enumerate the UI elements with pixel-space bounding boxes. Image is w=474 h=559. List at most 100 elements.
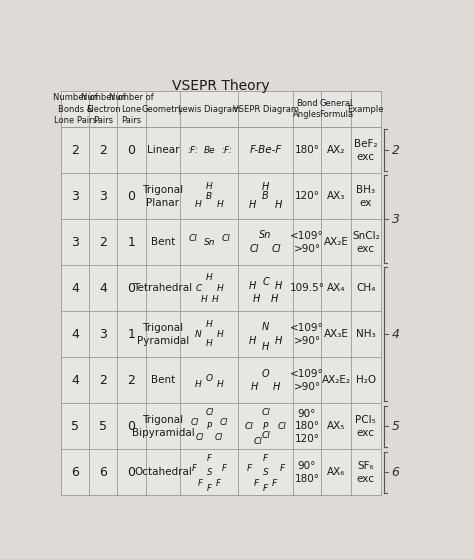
Text: H: H: [195, 380, 201, 389]
Text: General
Formula: General Formula: [319, 99, 353, 119]
Text: F: F: [254, 479, 259, 487]
Text: 1: 1: [128, 328, 136, 341]
Text: 5: 5: [392, 420, 400, 433]
Text: AX₂E₂: AX₂E₂: [321, 375, 350, 385]
Text: 2: 2: [100, 144, 107, 157]
Text: Cl: Cl: [191, 418, 199, 427]
Text: 0: 0: [128, 144, 136, 157]
Text: Trigonal
Planar: Trigonal Planar: [142, 185, 183, 207]
Text: H₂O: H₂O: [356, 375, 376, 385]
Text: 4: 4: [71, 374, 79, 387]
Text: BeF₂
exc: BeF₂ exc: [354, 139, 377, 162]
Text: H: H: [275, 281, 282, 291]
Text: F: F: [280, 463, 285, 472]
Text: H: H: [206, 339, 213, 348]
Text: F: F: [198, 480, 202, 489]
Text: 3: 3: [392, 213, 400, 226]
Text: 3: 3: [71, 236, 79, 249]
Text: 0: 0: [128, 466, 136, 479]
Text: :F:: :F:: [221, 146, 232, 155]
Text: 5: 5: [100, 420, 107, 433]
Text: Cl: Cl: [245, 422, 254, 431]
Text: H: H: [262, 342, 269, 352]
Text: S: S: [263, 468, 268, 477]
Text: H: H: [206, 182, 213, 191]
Text: H: H: [217, 380, 224, 389]
Text: H: H: [249, 281, 256, 291]
Text: 6: 6: [100, 466, 107, 479]
Text: NH₃: NH₃: [356, 329, 375, 339]
Text: H: H: [211, 295, 218, 304]
Text: 90°
180°: 90° 180°: [294, 461, 319, 484]
Text: H: H: [253, 294, 260, 304]
Text: Cl: Cl: [221, 234, 230, 243]
Text: 4: 4: [392, 328, 400, 341]
Text: 2: 2: [100, 236, 107, 249]
Text: SF₆
exc: SF₆ exc: [357, 461, 375, 484]
Text: 3: 3: [71, 190, 79, 203]
Text: O: O: [206, 374, 213, 383]
Text: H: H: [275, 336, 282, 346]
Text: Trigonal
Pyramidal: Trigonal Pyramidal: [137, 323, 189, 345]
Text: 5: 5: [71, 420, 79, 433]
Text: Linear: Linear: [146, 145, 179, 155]
Text: F: F: [246, 463, 252, 472]
Text: AX₂: AX₂: [327, 145, 345, 155]
Text: H: H: [249, 200, 256, 210]
Text: B: B: [262, 191, 269, 201]
Text: Tetrahedral: Tetrahedral: [133, 283, 192, 293]
Text: H: H: [206, 320, 213, 329]
Text: H: H: [249, 336, 256, 346]
Text: Cl: Cl: [205, 408, 213, 416]
Text: O: O: [262, 369, 269, 379]
Text: 6: 6: [71, 466, 79, 479]
Text: 0: 0: [128, 190, 136, 203]
Text: Cl: Cl: [261, 408, 270, 416]
Text: Be: Be: [203, 146, 215, 155]
Text: Cl: Cl: [250, 244, 259, 254]
Text: 4: 4: [100, 282, 107, 295]
Text: 2: 2: [128, 374, 136, 387]
Text: 6: 6: [392, 466, 400, 479]
Text: Number of
Electron
Pairs: Number of Electron Pairs: [81, 93, 126, 125]
Text: <109°
>90°: <109° >90°: [290, 369, 324, 391]
Text: <109°
>90°: <109° >90°: [290, 231, 324, 254]
Text: AX₂E: AX₂E: [324, 238, 348, 247]
Text: F: F: [263, 454, 268, 463]
Text: Bent: Bent: [151, 375, 175, 385]
Text: 3: 3: [100, 328, 107, 341]
Text: Cl: Cl: [214, 433, 223, 443]
Text: Number of
Bonds &
Lone Pairs: Number of Bonds & Lone Pairs: [53, 93, 98, 125]
Text: 3: 3: [100, 190, 107, 203]
Text: N: N: [195, 330, 201, 339]
Text: Cl: Cl: [220, 418, 228, 427]
Text: VSEPR Diagram: VSEPR Diagram: [233, 105, 299, 113]
Text: Trigonal
Bipyramidal: Trigonal Bipyramidal: [132, 415, 194, 438]
Text: H: H: [273, 382, 280, 392]
Text: N: N: [262, 321, 269, 331]
Text: 0: 0: [128, 420, 136, 433]
Text: :F:: :F:: [187, 146, 198, 155]
Text: 4: 4: [71, 282, 79, 295]
Text: F: F: [221, 463, 227, 472]
Text: Bent: Bent: [151, 238, 175, 247]
Text: AX₄: AX₄: [327, 283, 345, 293]
Text: <109°
>90°: <109° >90°: [290, 323, 324, 345]
Text: H: H: [251, 382, 258, 392]
Text: Lewis Diagram: Lewis Diagram: [178, 105, 240, 113]
Text: BH₃
ex: BH₃ ex: [356, 185, 375, 207]
Text: H: H: [217, 330, 224, 339]
Text: 180°: 180°: [294, 145, 319, 155]
Text: 90°
180°
120°: 90° 180° 120°: [294, 409, 319, 444]
Text: 109.5°: 109.5°: [290, 283, 325, 293]
Text: F: F: [192, 463, 197, 472]
Bar: [61, 91, 381, 495]
Text: H: H: [262, 182, 269, 192]
Text: H: H: [275, 200, 282, 210]
Text: Geometry: Geometry: [142, 105, 184, 113]
Text: Number of
Lone
Pairs: Number of Lone Pairs: [109, 93, 154, 125]
Text: F: F: [263, 484, 268, 493]
Text: F-Be-F: F-Be-F: [249, 145, 282, 155]
Text: Cl: Cl: [254, 437, 263, 446]
Text: P: P: [207, 422, 212, 431]
